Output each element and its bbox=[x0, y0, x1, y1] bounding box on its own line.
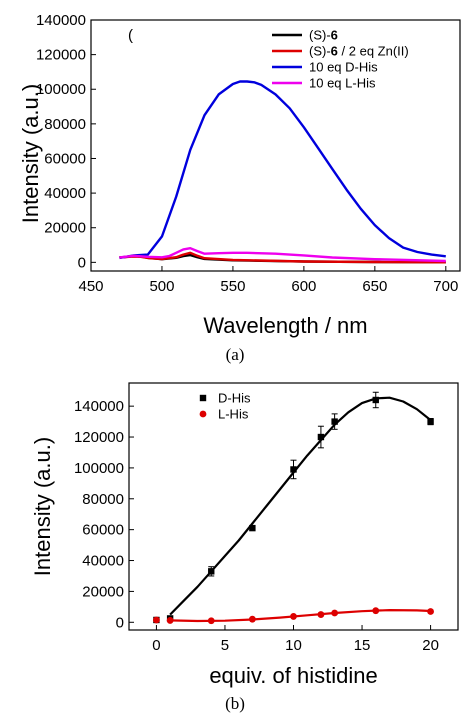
titration-caption: (b) bbox=[225, 694, 245, 713]
titration-point-l-his bbox=[153, 616, 160, 624]
spectrum-plot-frame bbox=[90, 19, 461, 272]
titration-tick-marks bbox=[129, 405, 432, 630]
titration-point-l-his bbox=[427, 608, 434, 615]
spectrum-y-tick-label: 120000 bbox=[36, 47, 86, 64]
titration-chart: 0 5 10 15 20 0 20000 40000 60000 80000 100000 12000… bbox=[30, 382, 459, 713]
spectrum-x-tick-label: 500 bbox=[149, 278, 174, 295]
titration-point-l-his bbox=[248, 615, 256, 623]
titration-point-l-his bbox=[207, 617, 215, 625]
titration-y-tick-label: 80000 bbox=[82, 491, 124, 508]
spectrum-legend-label-3: 10 eq D-His bbox=[309, 60, 378, 75]
spectrum-x-tick-label: 700 bbox=[433, 278, 458, 295]
titration-legend-label-2: L-His bbox=[218, 407, 249, 422]
titration-point-d-his bbox=[290, 466, 297, 473]
titration-y-tick-label: 20000 bbox=[82, 583, 124, 600]
titration-x-tick-label: 20 bbox=[422, 637, 439, 654]
titration-point-d-his bbox=[208, 568, 215, 575]
spectrum-y-tick-label: 60000 bbox=[44, 150, 86, 167]
spectrum-series-line-3 bbox=[119, 80, 446, 260]
titration-tick-labels: 0 5 10 15 20 0 20000 40000 60000 80000 100000 12000… bbox=[74, 398, 439, 654]
spectrum-x-axis-label: Wavelength / nm bbox=[203, 313, 367, 338]
titration-legend-label-1: D-His bbox=[218, 391, 251, 406]
spectrum-chart: 450 500 550 600 650 700 0 20000 40000 60000 80000 1… bbox=[18, 12, 461, 364]
titration-point-l-his bbox=[317, 611, 325, 618]
spectrum-y-tick-label: 0 bbox=[78, 254, 86, 271]
titration-plot-frame bbox=[128, 382, 459, 631]
titration-x-tick-label: 15 bbox=[354, 637, 371, 654]
spectrum-series-lines bbox=[119, 80, 446, 264]
titration-point-d-his bbox=[331, 418, 338, 425]
titration-x-tick-label: 10 bbox=[285, 637, 302, 654]
titration-point-l-his bbox=[166, 617, 174, 624]
spectrum-y-axis-label: Intensity (a.u.) bbox=[18, 84, 43, 223]
titration-legend-marker-2 bbox=[199, 410, 207, 418]
spectrum-tick-marks bbox=[90, 19, 447, 271]
spectrum-plot-border bbox=[90, 19, 461, 272]
titration-y-tick-label: 140000 bbox=[74, 398, 124, 415]
titration-y-tick-label: 100000 bbox=[74, 460, 124, 477]
spectrum-y-tick-label: 100000 bbox=[36, 81, 86, 98]
titration-series bbox=[153, 391, 434, 625]
titration-legend-marker-1 bbox=[199, 394, 207, 402]
titration-point-d-his bbox=[427, 418, 434, 425]
titration-fit-curve-2 bbox=[170, 609, 431, 623]
titration-plot-border bbox=[128, 382, 459, 631]
titration-y-tick-label: 40000 bbox=[82, 553, 124, 570]
titration-point-l-his bbox=[331, 609, 339, 617]
spectrum-y-tick-label: 80000 bbox=[44, 116, 86, 133]
spectrum-series-line-4 bbox=[119, 247, 446, 263]
spectrum-panel-label: ( bbox=[128, 27, 133, 44]
titration-point-l-his bbox=[290, 613, 297, 620]
spectrum-tick-labels: 450 500 550 600 650 700 0 20000 40000 60000 80000 1… bbox=[36, 12, 458, 295]
titration-x-axis-label: equiv. of histidine bbox=[209, 663, 377, 688]
titration-y-tick-label: 60000 bbox=[82, 522, 124, 539]
spectrum-legend-label-2: (S)-6 / 2 eq Zn(II) bbox=[309, 44, 409, 59]
titration-point-d-his bbox=[249, 524, 256, 532]
spectrum-x-tick-label: 450 bbox=[78, 278, 103, 295]
spectrum-x-tick-label: 600 bbox=[291, 278, 316, 295]
spectrum-x-tick-label: 550 bbox=[220, 278, 245, 295]
titration-point-d-his bbox=[372, 396, 379, 404]
spectrum-y-tick-label: 40000 bbox=[44, 185, 86, 202]
spectrum-legend-label-4: 10 eq L-His bbox=[309, 76, 376, 91]
titration-y-tick-label: 0 bbox=[116, 614, 124, 631]
spectrum-x-tick-label: 650 bbox=[362, 278, 387, 295]
spectrum-legend-label-1: (S)-6 bbox=[309, 28, 338, 43]
titration-y-axis-label: Intensity (a.u.) bbox=[30, 437, 55, 576]
spectrum-y-tick-label: 140000 bbox=[36, 12, 86, 29]
titration-x-tick-label: 0 bbox=[152, 637, 160, 654]
titration-fit-curve-1 bbox=[169, 396, 432, 616]
titration-point-l-his bbox=[372, 607, 380, 615]
titration-point-d-his bbox=[317, 433, 325, 441]
spectrum-caption: (a) bbox=[226, 345, 245, 364]
spectrum-y-tick-label: 20000 bbox=[44, 220, 86, 237]
titration-y-tick-label: 120000 bbox=[74, 429, 124, 446]
titration-x-tick-label: 5 bbox=[221, 637, 229, 654]
